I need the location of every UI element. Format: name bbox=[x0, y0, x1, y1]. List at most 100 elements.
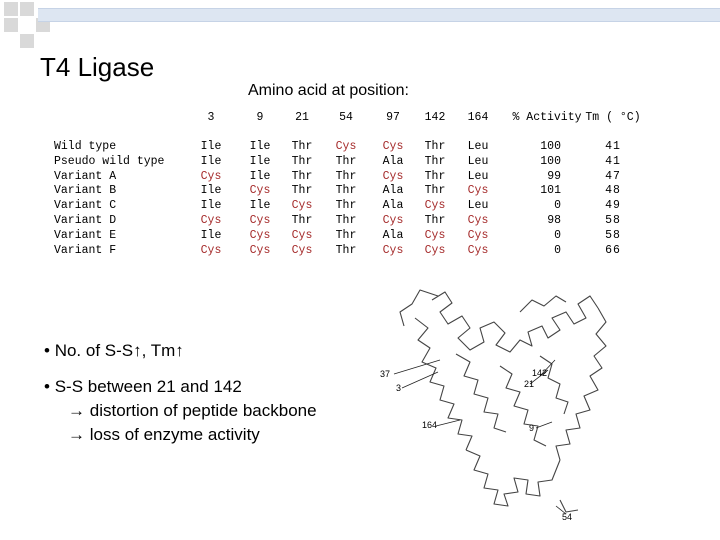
residue-cell: Thr bbox=[335, 214, 357, 227]
label-164: 164 bbox=[422, 420, 437, 430]
residue-cell: Ala bbox=[382, 154, 404, 168]
slide-title: T4 Ligase bbox=[40, 52, 155, 82]
position-header: 9 bbox=[256, 111, 264, 124]
residue-cell: Thr bbox=[291, 154, 313, 168]
residue-cell: Cys bbox=[467, 184, 489, 198]
label-37: 37 bbox=[380, 369, 390, 379]
residue-cell: Cys bbox=[424, 199, 446, 213]
variant-name: Variant F bbox=[54, 243, 117, 257]
sub-bullet: → loss of enzyme activity bbox=[68, 424, 260, 446]
bullet-text: No. of S-S↑, Tm↑ bbox=[54, 341, 184, 360]
activity-value: 0 bbox=[554, 228, 561, 242]
residue-cell: Ile bbox=[249, 154, 271, 168]
bullet-item: • S-S between 21 and 142 bbox=[44, 376, 242, 398]
residue-cell: Cys bbox=[200, 169, 222, 183]
position-header: 54 bbox=[339, 111, 353, 124]
residue-cell: Cys bbox=[467, 214, 489, 227]
residue-cell: Ala bbox=[382, 199, 404, 213]
activity-header: % Activity bbox=[512, 111, 582, 124]
tm-value: 58 bbox=[605, 228, 621, 242]
residue-cell: Thr bbox=[291, 140, 313, 153]
tm-value: 48 bbox=[605, 184, 621, 198]
variant-name: Variant A bbox=[54, 169, 117, 183]
residue-cell: Cys bbox=[467, 228, 489, 242]
residue-cell: Thr bbox=[335, 184, 357, 198]
residue-cell: Ile bbox=[249, 169, 271, 183]
residue-cell: Thr bbox=[335, 243, 357, 257]
bullet-item: • No. of S-S↑, Tm↑ bbox=[44, 340, 184, 362]
residue-cell: Cys bbox=[291, 243, 313, 257]
residue-cell: Thr bbox=[335, 169, 357, 183]
residue-cell: Cys bbox=[335, 140, 357, 153]
residue-cell: Cys bbox=[382, 169, 404, 183]
residue-cell: Leu bbox=[467, 199, 489, 213]
activity-value: 98 bbox=[547, 214, 561, 227]
bullet-dot: • bbox=[44, 341, 55, 360]
residue-cell: Cys bbox=[382, 214, 404, 227]
residue-cell: Thr bbox=[291, 184, 313, 198]
bullet-dot: • bbox=[44, 377, 55, 396]
residue-cell: Thr bbox=[335, 154, 357, 168]
residue-cell: Ala bbox=[382, 184, 404, 198]
residue-cell: Thr bbox=[424, 184, 446, 198]
tm-value: 41 bbox=[605, 140, 621, 153]
variant-name: Variant D bbox=[54, 214, 117, 227]
activity-value: 100 bbox=[540, 154, 561, 168]
tm-value: 41 bbox=[605, 154, 621, 168]
label-9: 9 bbox=[529, 423, 534, 433]
activity-value: 100 bbox=[540, 140, 561, 153]
arrow-icon: → bbox=[68, 401, 90, 420]
residue-cell: Thr bbox=[424, 169, 446, 183]
residue-cell: Cys bbox=[291, 199, 313, 213]
residue-cell: Cys bbox=[249, 228, 271, 242]
residue-cell: Ile bbox=[200, 228, 222, 242]
residue-cell: Thr bbox=[424, 214, 446, 227]
bullet-text: S-S between 21 and 142 bbox=[54, 377, 242, 396]
sub-bullet: → distortion of peptide backbone bbox=[68, 400, 317, 422]
residue-cell: Cys bbox=[249, 214, 271, 227]
position-header: 142 bbox=[424, 111, 446, 124]
position-header: 21 bbox=[295, 111, 309, 124]
label-3: 3 bbox=[396, 383, 401, 393]
residue-cell: Ile bbox=[200, 184, 222, 198]
label-142: 142 bbox=[532, 368, 547, 378]
variant-name: Wild type bbox=[54, 140, 117, 153]
label-21: 21 bbox=[524, 379, 534, 389]
residue-cell: Thr bbox=[424, 140, 446, 153]
position-header: 164 bbox=[467, 111, 489, 124]
tm-value: 49 bbox=[605, 199, 621, 213]
residue-cell: Cys bbox=[249, 243, 271, 257]
tm-value: 47 bbox=[605, 169, 621, 183]
tm-value: 58 bbox=[605, 214, 621, 227]
residue-cell: Cys bbox=[291, 228, 313, 242]
residue-cell: Ile bbox=[249, 140, 271, 153]
arrow-icon: → bbox=[68, 425, 90, 444]
residue-cell: Cys bbox=[467, 243, 489, 257]
position-header: 3 bbox=[207, 111, 215, 124]
tm-header: Tm ( °C) bbox=[585, 111, 641, 124]
position-header: 97 bbox=[386, 111, 400, 124]
residue-cell: Cys bbox=[382, 140, 404, 153]
activity-value: 0 bbox=[554, 243, 561, 257]
variant-name: Variant C bbox=[54, 199, 117, 213]
sub-bullet-text: distortion of peptide backbone bbox=[89, 401, 317, 420]
residue-cell: Cys bbox=[424, 228, 446, 242]
residue-cell: Thr bbox=[291, 214, 313, 227]
residue-cell: Cys bbox=[382, 243, 404, 257]
residue-cell: Ile bbox=[249, 199, 271, 213]
residue-cell: Thr bbox=[335, 199, 357, 213]
sub-bullet-text: loss of enzyme activity bbox=[89, 425, 260, 444]
header-bar bbox=[38, 8, 720, 22]
residue-cell: Ala bbox=[382, 228, 404, 242]
residue-cell: Ile bbox=[200, 140, 222, 153]
variant-name: Variant E bbox=[54, 228, 117, 242]
variant-name: Pseudo wild type bbox=[54, 154, 165, 168]
activity-value: 101 bbox=[540, 184, 561, 198]
residue-cell: Cys bbox=[249, 184, 271, 198]
variant-name: Variant B bbox=[54, 184, 117, 198]
residue-cell: Ile bbox=[200, 199, 222, 213]
residue-cell: Cys bbox=[424, 243, 446, 257]
residue-cell: Thr bbox=[424, 154, 446, 168]
residue-cell: Ile bbox=[200, 154, 222, 168]
